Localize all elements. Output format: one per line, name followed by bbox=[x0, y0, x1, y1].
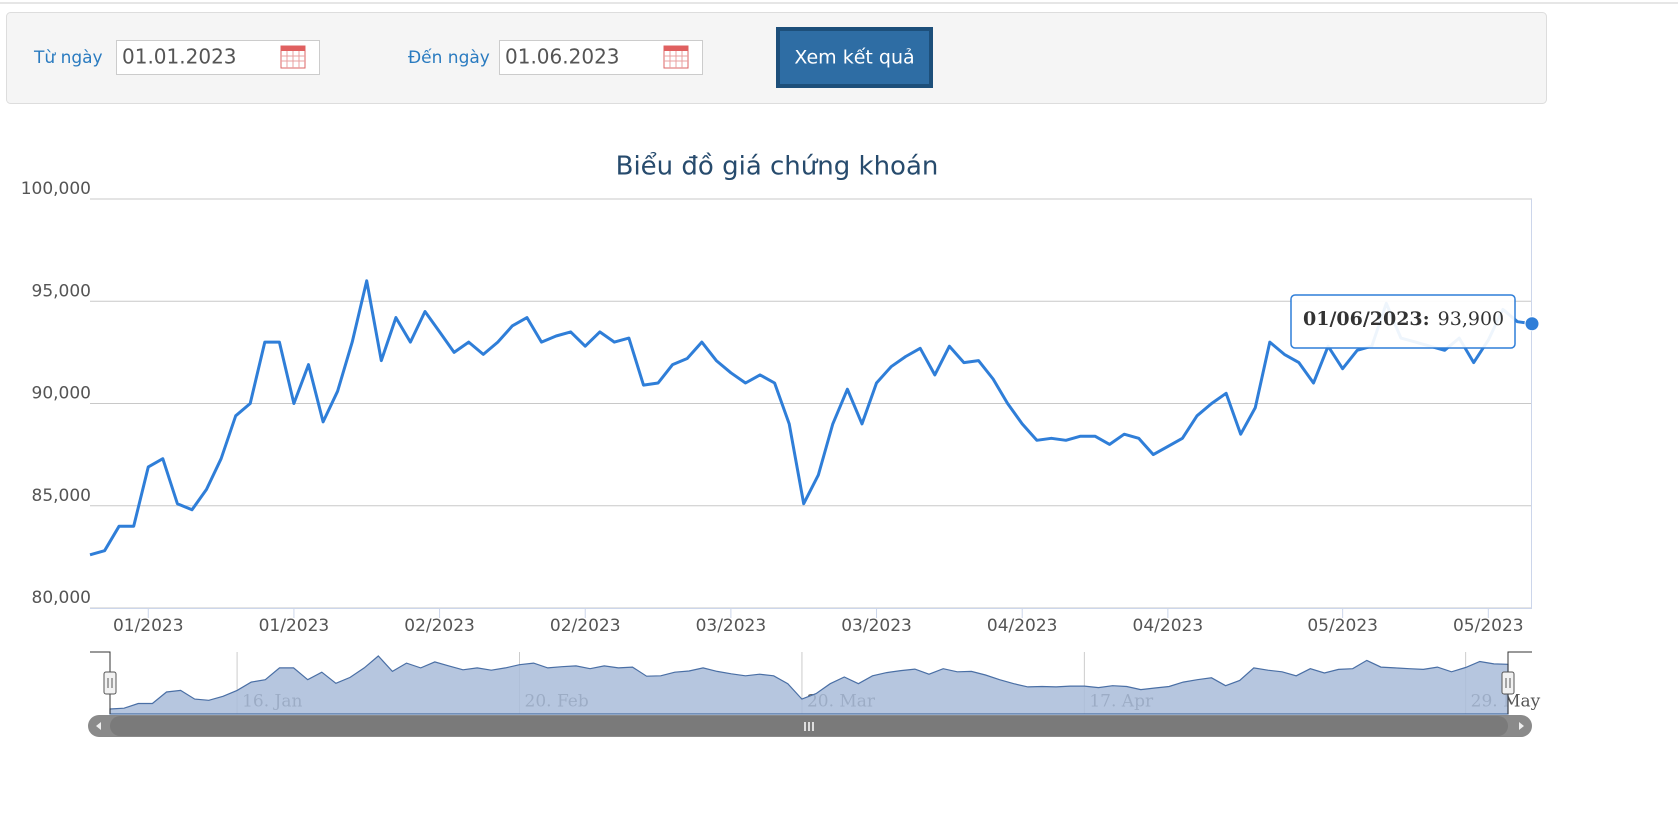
to-calendar-icon[interactable] bbox=[663, 45, 689, 69]
from-calendar-icon[interactable] bbox=[280, 45, 306, 69]
to-value[interactable]: 01.06.2023 bbox=[505, 45, 620, 69]
scrollbar-grip bbox=[804, 722, 814, 731]
scroll-left-arrow[interactable] bbox=[96, 722, 101, 730]
calendar-grid bbox=[281, 51, 305, 68]
from-label: Từ ngày bbox=[33, 48, 103, 68]
x-tick-label: 05/2023 bbox=[1307, 616, 1378, 636]
navigator-handle[interactable] bbox=[1501, 671, 1515, 695]
y-tick-label: 95,000 bbox=[32, 281, 91, 301]
tooltip-value: 93,900 bbox=[1438, 308, 1504, 330]
x-tick-label: 04/2023 bbox=[987, 616, 1058, 636]
calendar-top bbox=[281, 46, 305, 51]
handle-body bbox=[103, 671, 117, 695]
y-tick-label: 90,000 bbox=[32, 384, 91, 404]
y-tick-label: 85,000 bbox=[32, 486, 91, 506]
handle-grip bbox=[107, 678, 113, 688]
handle-body bbox=[1501, 671, 1515, 695]
x-tick-label: 03/2023 bbox=[841, 616, 912, 636]
from-value[interactable]: 01.01.2023 bbox=[122, 45, 237, 69]
y-tick-label: 80,000 bbox=[32, 588, 91, 608]
x-tick-label: 05/2023 bbox=[1453, 616, 1524, 636]
submit-button[interactable] bbox=[776, 27, 933, 88]
to-label: Đến ngày bbox=[408, 47, 490, 68]
x-tick-label: 01/2023 bbox=[259, 616, 330, 636]
submit-label[interactable]: Xem kết quả bbox=[794, 47, 914, 69]
chart-title: Biểu đồ giá chứng khoán bbox=[616, 151, 939, 182]
price-line bbox=[89, 279, 1533, 557]
x-tick-label: 02/2023 bbox=[550, 616, 621, 636]
tooltip-text: 01/06/2023: 93,900 bbox=[1303, 308, 1504, 330]
scroll-right-arrow[interactable] bbox=[1519, 722, 1524, 730]
calendar-top bbox=[664, 46, 688, 51]
navigator-handle[interactable] bbox=[103, 671, 117, 695]
x-tick-label: 01/2023 bbox=[113, 616, 184, 636]
tooltip-box bbox=[1290, 294, 1516, 349]
calendar-grid bbox=[664, 51, 688, 68]
tooltip-date: 01/06/2023: bbox=[1303, 308, 1430, 330]
x-tick-label: 03/2023 bbox=[696, 616, 767, 636]
navigator-area bbox=[109, 655, 1509, 715]
hover-point bbox=[1524, 316, 1540, 332]
x-tick-label: 04/2023 bbox=[1133, 616, 1204, 636]
handle-grip bbox=[1505, 678, 1511, 688]
x-tick-label: 02/2023 bbox=[404, 616, 475, 636]
y-tick-label: 100,000 bbox=[21, 179, 91, 199]
